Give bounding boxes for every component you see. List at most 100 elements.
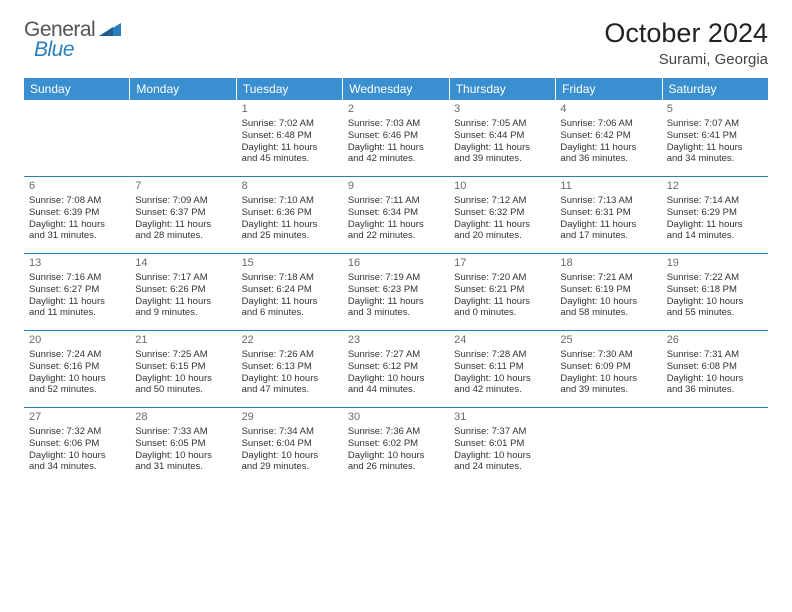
day-info-line: Sunset: 6:46 PM — [348, 130, 444, 142]
calendar-day-cell: 14Sunrise: 7:17 AMSunset: 6:26 PMDayligh… — [130, 254, 236, 330]
day-info-line: Daylight: 11 hours — [560, 142, 656, 154]
calendar-day-cell: 22Sunrise: 7:26 AMSunset: 6:13 PMDayligh… — [237, 331, 343, 407]
day-number: 3 — [454, 103, 550, 117]
day-info-line: Sunrise: 7:27 AM — [348, 349, 444, 361]
day-number: 23 — [348, 334, 444, 348]
day-info-line: Sunrise: 7:32 AM — [29, 426, 125, 438]
day-info-line: Daylight: 10 hours — [560, 296, 656, 308]
day-info-line: Sunset: 6:34 PM — [348, 207, 444, 219]
day-info-line: and 47 minutes. — [242, 384, 338, 396]
day-info-line: Sunset: 6:23 PM — [348, 284, 444, 296]
day-info-line: Sunset: 6:08 PM — [667, 361, 763, 373]
day-info-line: and 39 minutes. — [560, 384, 656, 396]
day-info-line: Sunset: 6:11 PM — [454, 361, 550, 373]
calendar-page: General October 2024 Surami, Georgia Blu… — [0, 0, 792, 496]
calendar-day-cell: 18Sunrise: 7:21 AMSunset: 6:19 PMDayligh… — [555, 254, 661, 330]
day-info-line: Sunset: 6:26 PM — [135, 284, 231, 296]
weeks-container: 1Sunrise: 7:02 AMSunset: 6:48 PMDaylight… — [24, 100, 768, 484]
day-info-line: Daylight: 10 hours — [454, 373, 550, 385]
day-number: 11 — [560, 180, 656, 194]
day-info-line: Daylight: 10 hours — [242, 450, 338, 462]
day-number: 17 — [454, 257, 550, 271]
calendar-day-cell: 17Sunrise: 7:20 AMSunset: 6:21 PMDayligh… — [449, 254, 555, 330]
day-info-line: Daylight: 10 hours — [29, 373, 125, 385]
weekday-header: Saturday — [663, 78, 768, 100]
day-info-line: Sunrise: 7:34 AM — [242, 426, 338, 438]
day-info-line: and 31 minutes. — [135, 461, 231, 473]
calendar-day-cell: 24Sunrise: 7:28 AMSunset: 6:11 PMDayligh… — [449, 331, 555, 407]
day-number: 1 — [242, 103, 338, 117]
day-number: 15 — [242, 257, 338, 271]
day-info-line: and 34 minutes. — [667, 153, 763, 165]
day-info-line: Sunset: 6:19 PM — [560, 284, 656, 296]
day-info-line: Sunset: 6:37 PM — [135, 207, 231, 219]
day-info-line: and 34 minutes. — [29, 461, 125, 473]
day-number: 10 — [454, 180, 550, 194]
day-info-line: Daylight: 10 hours — [135, 450, 231, 462]
day-info-line: Daylight: 10 hours — [29, 450, 125, 462]
calendar-day-cell: 31Sunrise: 7:37 AMSunset: 6:01 PMDayligh… — [449, 408, 555, 484]
day-info-line: Sunset: 6:21 PM — [454, 284, 550, 296]
day-info-line: Sunrise: 7:36 AM — [348, 426, 444, 438]
day-info-line: and 31 minutes. — [29, 230, 125, 242]
day-info-line: Sunrise: 7:33 AM — [135, 426, 231, 438]
day-info-line: Daylight: 11 hours — [29, 219, 125, 231]
day-number: 2 — [348, 103, 444, 117]
day-info-line: Sunset: 6:31 PM — [560, 207, 656, 219]
day-info-line: Sunrise: 7:16 AM — [29, 272, 125, 284]
day-info-line: Sunrise: 7:13 AM — [560, 195, 656, 207]
day-info-line: Sunset: 6:48 PM — [242, 130, 338, 142]
calendar-day-cell: 6Sunrise: 7:08 AMSunset: 6:39 PMDaylight… — [24, 177, 130, 253]
day-number: 28 — [135, 411, 231, 425]
day-info-line: Daylight: 11 hours — [242, 142, 338, 154]
day-info-line: and 28 minutes. — [135, 230, 231, 242]
day-info-line: Sunset: 6:29 PM — [667, 207, 763, 219]
day-info-line: Sunset: 6:36 PM — [242, 207, 338, 219]
day-info-line: and 29 minutes. — [242, 461, 338, 473]
day-number: 8 — [242, 180, 338, 194]
weekday-header: Friday — [556, 78, 662, 100]
day-info-line: and 22 minutes. — [348, 230, 444, 242]
day-info-line: Sunrise: 7:17 AM — [135, 272, 231, 284]
day-info-line: Sunset: 6:01 PM — [454, 438, 550, 450]
day-info-line: Daylight: 11 hours — [348, 296, 444, 308]
calendar-day-cell: 25Sunrise: 7:30 AMSunset: 6:09 PMDayligh… — [555, 331, 661, 407]
day-info-line: Daylight: 11 hours — [454, 142, 550, 154]
day-info-line: Sunset: 6:04 PM — [242, 438, 338, 450]
day-info-line: Daylight: 11 hours — [348, 219, 444, 231]
day-info-line: Sunset: 6:42 PM — [560, 130, 656, 142]
day-info-line: Sunrise: 7:20 AM — [454, 272, 550, 284]
day-info-line: Sunrise: 7:05 AM — [454, 118, 550, 130]
day-info-line: Daylight: 11 hours — [242, 219, 338, 231]
calendar-day-cell: 16Sunrise: 7:19 AMSunset: 6:23 PMDayligh… — [343, 254, 449, 330]
day-info-line: Sunrise: 7:25 AM — [135, 349, 231, 361]
day-info-line: and 14 minutes. — [667, 230, 763, 242]
day-number: 9 — [348, 180, 444, 194]
calendar-week-row: 6Sunrise: 7:08 AMSunset: 6:39 PMDaylight… — [24, 177, 768, 254]
calendar-day-cell: 1Sunrise: 7:02 AMSunset: 6:48 PMDaylight… — [237, 100, 343, 176]
calendar-day-cell: 11Sunrise: 7:13 AMSunset: 6:31 PMDayligh… — [555, 177, 661, 253]
day-info-line: Sunrise: 7:08 AM — [29, 195, 125, 207]
day-info-line: Sunrise: 7:09 AM — [135, 195, 231, 207]
day-info-line: Daylight: 11 hours — [667, 219, 763, 231]
calendar-day-cell: 28Sunrise: 7:33 AMSunset: 6:05 PMDayligh… — [130, 408, 236, 484]
day-info-line: and 45 minutes. — [242, 153, 338, 165]
day-info-line: Sunset: 6:39 PM — [29, 207, 125, 219]
calendar-day-cell: 7Sunrise: 7:09 AMSunset: 6:37 PMDaylight… — [130, 177, 236, 253]
day-info-line: Daylight: 11 hours — [454, 219, 550, 231]
day-info-line: Sunrise: 7:07 AM — [667, 118, 763, 130]
day-info-line: Sunrise: 7:10 AM — [242, 195, 338, 207]
calendar-week-row: 13Sunrise: 7:16 AMSunset: 6:27 PMDayligh… — [24, 254, 768, 331]
calendar-week-row: 1Sunrise: 7:02 AMSunset: 6:48 PMDaylight… — [24, 100, 768, 177]
day-number: 31 — [454, 411, 550, 425]
calendar-grid: SundayMondayTuesdayWednesdayThursdayFrid… — [24, 78, 768, 484]
day-info-line: Daylight: 11 hours — [29, 296, 125, 308]
day-number: 27 — [29, 411, 125, 425]
day-info-line: Sunset: 6:06 PM — [29, 438, 125, 450]
weekday-header: Sunday — [24, 78, 130, 100]
day-info-line: Sunset: 6:18 PM — [667, 284, 763, 296]
day-info-line: and 42 minutes. — [454, 384, 550, 396]
day-info-line: and 58 minutes. — [560, 307, 656, 319]
day-number: 26 — [667, 334, 763, 348]
weekday-header: Monday — [130, 78, 236, 100]
